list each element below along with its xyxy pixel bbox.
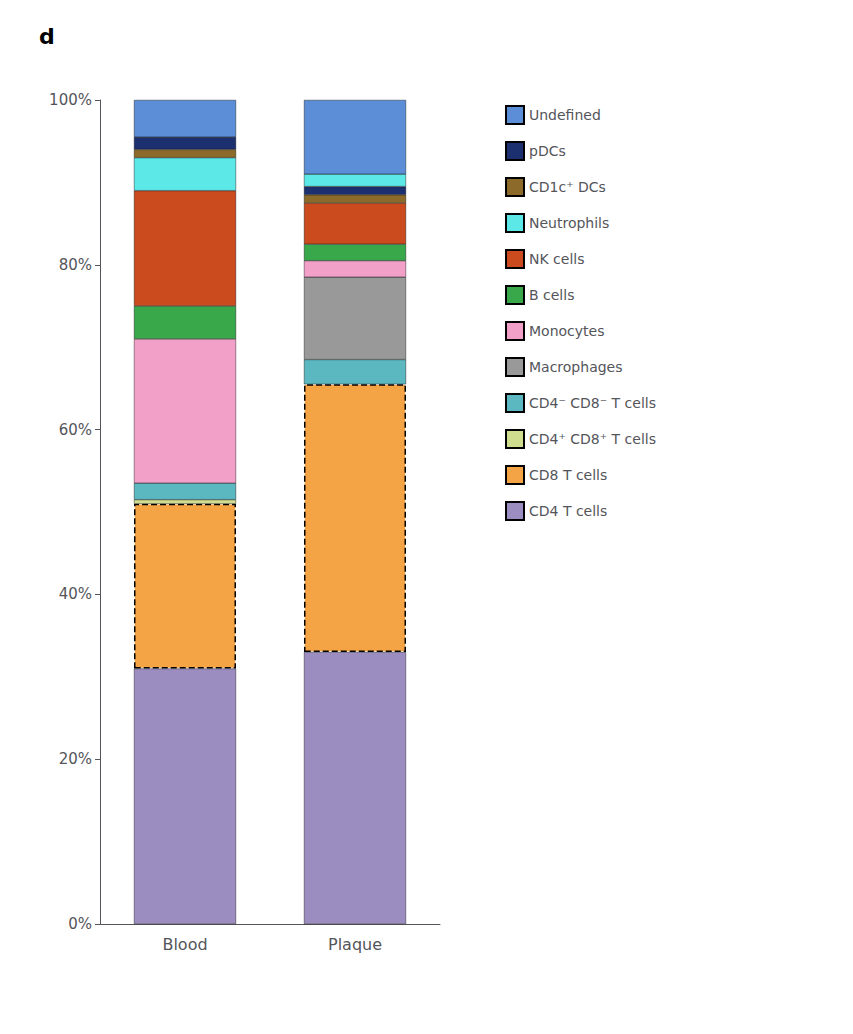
svg-text:CD4 T cells: CD4 T cells	[529, 503, 607, 519]
svg-text:60%: 60%	[59, 421, 92, 439]
svg-text:Neutrophils: Neutrophils	[529, 215, 609, 231]
svg-text:100%: 100%	[49, 91, 92, 109]
svg-text:Undefined: Undefined	[529, 107, 601, 123]
svg-text:NK cells: NK cells	[529, 251, 585, 267]
svg-text:CD1c⁺ DCs: CD1c⁺ DCs	[529, 179, 606, 195]
svg-text:pDCs: pDCs	[529, 143, 566, 159]
svg-text:Macrophages: Macrophages	[529, 359, 623, 375]
svg-text:CD4⁻ CD8⁻ T cells: CD4⁻ CD8⁻ T cells	[529, 395, 656, 411]
svg-text:Plaque: Plaque	[328, 935, 382, 954]
svg-text:20%: 20%	[59, 750, 92, 768]
svg-text:0%: 0%	[68, 915, 92, 933]
svg-text:40%: 40%	[59, 585, 92, 603]
svg-text:80%: 80%	[59, 256, 92, 274]
svg-text:Monocytes: Monocytes	[529, 323, 604, 339]
svg-text:d: d	[39, 24, 55, 49]
svg-text:Blood: Blood	[162, 935, 207, 954]
svg-text:CD4⁺ CD8⁺ T cells: CD4⁺ CD8⁺ T cells	[529, 431, 656, 447]
svg-text:B cells: B cells	[529, 287, 574, 303]
svg-text:CD8 T cells: CD8 T cells	[529, 467, 607, 483]
